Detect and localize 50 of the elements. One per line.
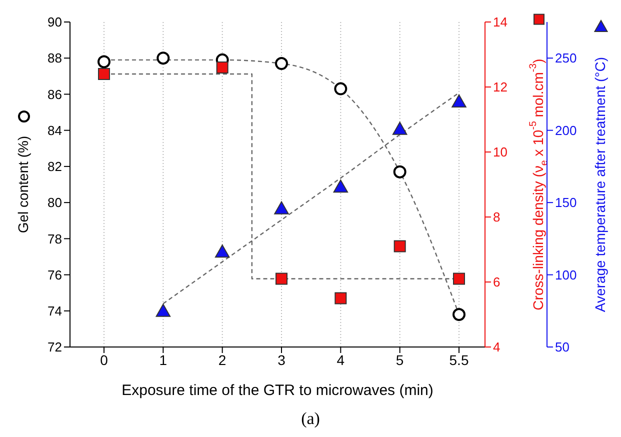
point	[394, 240, 406, 252]
x-axis-title: Exposure time of the GTR to microwaves (min)	[122, 382, 434, 399]
point	[392, 122, 408, 135]
x-tick-label: 1	[159, 352, 168, 368]
point	[214, 244, 230, 258]
point	[216, 62, 228, 74]
y3-tick-label: 50	[555, 340, 570, 355]
point	[156, 304, 171, 317]
y3-tick-label: 150	[555, 195, 577, 210]
point	[98, 68, 110, 80]
y2-tick-label: 14	[493, 14, 508, 30]
x-tick-label: 2	[218, 352, 226, 368]
y2-tick-label: 4	[493, 340, 500, 355]
point	[334, 82, 348, 96]
y-tick-label: 82	[48, 159, 62, 174]
y-tick-label: 88	[48, 50, 62, 66]
y2-tick-label: 12	[493, 80, 508, 95]
y-tick-label: 72	[48, 340, 62, 355]
point	[276, 272, 288, 285]
y3-tick-label: 100	[555, 267, 577, 282]
y-tick-label: 78	[48, 231, 62, 246]
text: (a)	[300, 409, 321, 429]
point	[274, 201, 289, 214]
point	[156, 52, 170, 65]
y-tick-label: 80	[48, 195, 62, 210]
point	[334, 292, 347, 304]
y2-tick-label: 6	[493, 274, 500, 290]
x-tick-label: 3	[278, 352, 286, 368]
point	[98, 55, 110, 68]
y-tick-label: 84	[48, 122, 62, 138]
x-tick-label: 5	[396, 352, 404, 368]
point	[275, 57, 288, 70]
y-tick-label: 74	[48, 304, 62, 319]
y-axis-title: Gel content (%)	[14, 136, 31, 234]
y2-tick-label: 10	[493, 144, 508, 160]
y-tick-label: 86	[48, 86, 62, 102]
y2-tick-label: 8	[493, 210, 500, 225]
y-tick-label: 76	[48, 267, 62, 282]
y3-tick-label: 250	[555, 50, 577, 66]
point	[333, 180, 348, 193]
x-tick-label: 4	[336, 352, 345, 368]
x-tick-label: 0	[100, 352, 108, 368]
point	[393, 165, 406, 178]
x-tick-label: 5.5	[449, 352, 469, 368]
point	[453, 272, 465, 285]
point	[452, 94, 466, 108]
point	[452, 308, 466, 321]
y3-axis-title: Average temperature after treatment (°C)	[592, 56, 608, 312]
y-tick-label: 90	[48, 14, 62, 30]
y3-tick-label: 200	[555, 122, 577, 138]
